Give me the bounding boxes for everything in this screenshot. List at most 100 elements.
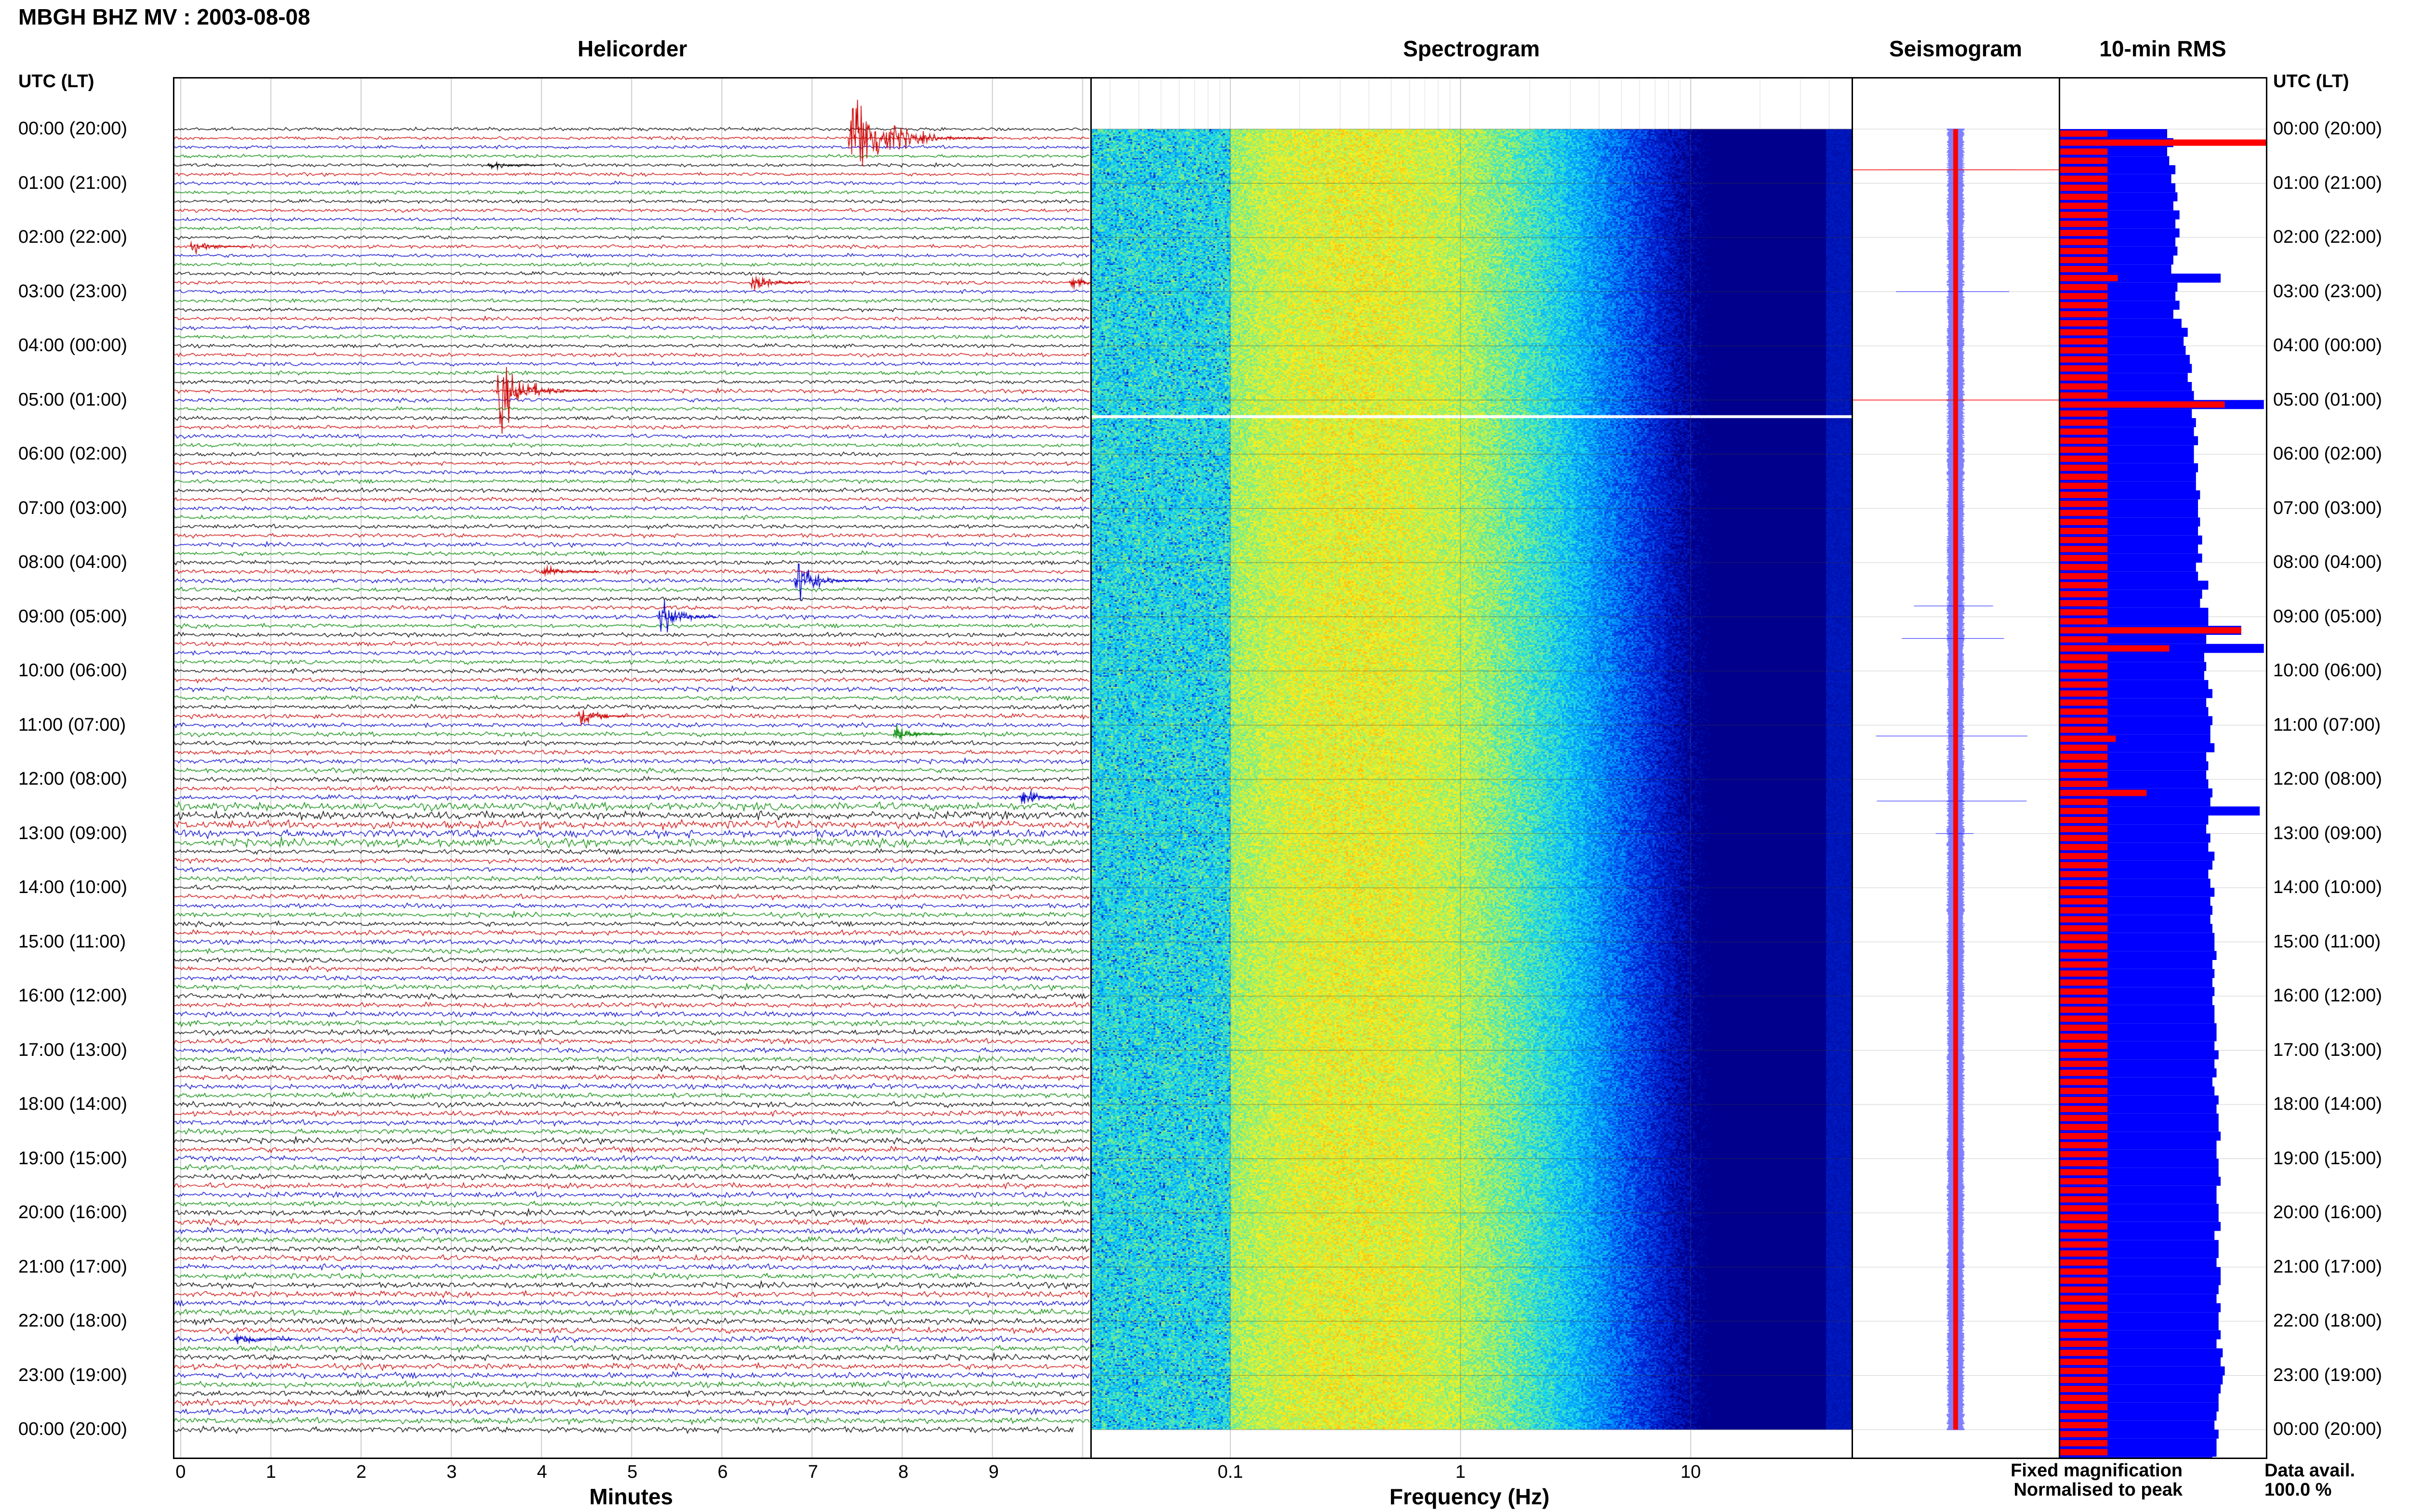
time-label-right: 14:00 (10:00) <box>2273 877 2383 897</box>
rms-bar-normalised <box>2060 347 2108 354</box>
rms-bar-normalised <box>2060 175 2108 182</box>
rms-bar-normalised <box>2060 681 2108 688</box>
rms-bar-normalised <box>2060 437 2108 444</box>
rms-bar-normalised <box>2060 320 2108 327</box>
rms-bar-normalised <box>2060 284 2108 290</box>
rms-bar-normalised <box>2060 419 2108 426</box>
rms-bar-normalised <box>2060 1006 2108 1013</box>
rms-bar-normalised <box>2060 898 2108 905</box>
rms-bar-normalised <box>2060 862 2108 868</box>
time-label-right: 21:00 (17:00) <box>2273 1256 2383 1277</box>
rms-bar-normalised <box>2060 1268 2108 1275</box>
helicorder-x-tick: 9 <box>988 1462 999 1482</box>
rms-bar-normalised <box>2060 1367 2108 1374</box>
time-label-right: 10:00 (06:00) <box>2273 660 2383 681</box>
rms-bar-normalised <box>2060 1259 2108 1266</box>
rms-bar-normalised <box>2060 690 2108 697</box>
rms-bar-normalised <box>2060 257 2108 263</box>
rms-bar-normalised <box>2060 780 2108 787</box>
time-label-right: 02:00 (22:00) <box>2273 227 2383 247</box>
rms-bar-normalised <box>2060 1358 2108 1365</box>
rms-bar-normalised <box>2060 808 2108 815</box>
rms-bar-normalised <box>2060 1078 2108 1085</box>
spectrogram-x-tick: 0.1 <box>1218 1462 1244 1482</box>
rms-bar-normalised <box>2060 1304 2108 1311</box>
helicorder-x-tick: 1 <box>265 1462 277 1482</box>
time-label-right: 03:00 (23:00) <box>2273 281 2383 302</box>
time-label-left: 02:00 (22:00) <box>18 227 128 247</box>
helicorder-title: Helicorder <box>577 36 688 61</box>
rms-bar-normalised <box>2060 202 2108 209</box>
rms-bar-normalised <box>2060 889 2108 895</box>
rms-bar-normalised <box>2060 1241 2108 1248</box>
rms-bar-normalised <box>2060 988 2108 995</box>
rms-bar-normalised <box>2060 1422 2108 1429</box>
rms-bar-normalised <box>2060 970 2108 977</box>
rms-bar-normalised <box>2060 645 2170 652</box>
time-label-left: 13:00 (09:00) <box>18 823 128 843</box>
time-label-left: 00:00 (20:00) <box>18 1419 128 1439</box>
time-label-right: 01:00 (21:00) <box>2273 172 2383 193</box>
rms-bar-normalised <box>2060 483 2108 489</box>
rms-bar-normalised <box>2060 1052 2108 1058</box>
rms-bar-fixed <box>2060 806 2260 815</box>
data-avail-value: 100.0 % <box>2264 1480 2332 1500</box>
rms-bar-normalised <box>2060 636 2108 643</box>
time-label-left: 06:00 (02:00) <box>18 444 128 464</box>
spectrogram-x-tick: 1 <box>1455 1462 1466 1482</box>
rms-bar-normalised <box>2060 726 2108 733</box>
rms-bar-normalised <box>2060 1015 2108 1022</box>
rms-bar-normalised <box>2060 401 2225 408</box>
rms-title: 10-min RMS <box>2099 36 2226 61</box>
rms-bar-normalised <box>2060 383 2108 390</box>
rms-bar-normalised <box>2060 789 2147 796</box>
time-label-left: 20:00 (16:00) <box>18 1202 128 1223</box>
rms-bar-normalised <box>2060 410 2108 417</box>
rms-bar-normalised <box>2060 302 2108 309</box>
time-label-right: 05:00 (01:00) <box>2273 389 2383 410</box>
helicorder-panel <box>173 77 1092 1459</box>
time-label-right: 15:00 (11:00) <box>2273 931 2381 952</box>
rms-bar-normalised <box>2060 1341 2108 1347</box>
helicorder-x-tick: 0 <box>175 1462 186 1482</box>
rms-bar-normalised <box>2060 1115 2108 1121</box>
time-label-left: 14:00 (10:00) <box>18 877 128 897</box>
rms-bar-normalised <box>2060 591 2108 598</box>
rms-bar-normalised <box>2060 1151 2108 1157</box>
rms-bar-normalised <box>2060 717 2108 724</box>
rms-bar-normalised <box>2060 925 2108 932</box>
time-label-right: 20:00 (16:00) <box>2273 1202 2383 1223</box>
figure-title: MBGH BHZ MV : 2003-08-08 <box>18 4 310 29</box>
rms-bar-normalised <box>2060 952 2108 959</box>
helicorder-x-tick: 6 <box>717 1462 728 1482</box>
rms-bar-normalised <box>2060 1133 2108 1140</box>
rms-bar-normalised <box>2060 654 2108 661</box>
rms-bar-normalised <box>2060 455 2108 462</box>
rms-bar-normalised <box>2060 880 2108 887</box>
rms-bar-fixed <box>2060 1457 2212 1458</box>
rms-bar-normalised <box>2060 365 2108 372</box>
rms-bar-normalised <box>2060 907 2108 914</box>
time-label-right: 09:00 (05:00) <box>2273 606 2383 627</box>
spectrogram-image <box>1092 79 1852 1458</box>
spectrogram-panel <box>1090 77 1853 1459</box>
left-axis-label: UTC (LT) <box>18 71 94 92</box>
time-label-right: 17:00 (13:00) <box>2273 1039 2383 1060</box>
legend-normalised: Normalised to peak <box>2013 1480 2183 1500</box>
rms-bar-normalised <box>2060 1187 2108 1194</box>
rms-bar-normalised <box>2060 473 2108 480</box>
rms-bar-normalised <box>2060 491 2108 498</box>
rms-bar-normalised <box>2060 799 2108 805</box>
rms-bar-normalised <box>2060 1105 2108 1112</box>
rms-bar-normalised <box>2060 527 2108 534</box>
time-label-right: 07:00 (03:00) <box>2273 498 2383 518</box>
rms-bar-normalised <box>2060 871 2108 878</box>
time-label-right: 06:00 (02:00) <box>2273 444 2383 464</box>
rms-bars <box>2060 129 2266 1458</box>
time-label-right: 22:00 (18:00) <box>2273 1311 2383 1331</box>
rms-bar-normalised <box>2060 564 2108 570</box>
helicorder-x-tick: 8 <box>898 1462 909 1482</box>
rms-bar-normalised <box>2060 221 2108 227</box>
rms-bar-normalised <box>2060 934 2108 941</box>
rms-bar-normalised <box>2060 943 2108 950</box>
